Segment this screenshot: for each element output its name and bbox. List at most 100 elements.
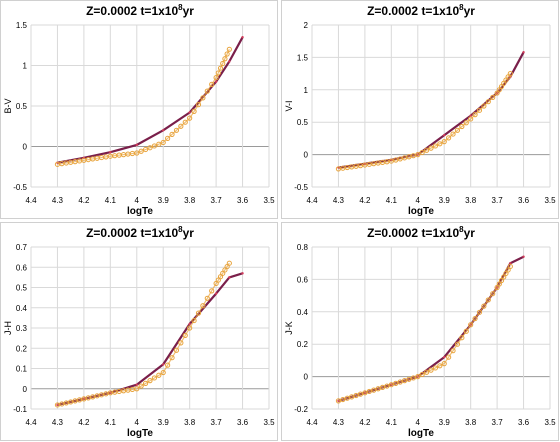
- data-point: [494, 284, 500, 291]
- data-point: [109, 150, 112, 154]
- x-tick-label: 3.7: [492, 196, 504, 205]
- x-tick-label: 3.5: [544, 196, 556, 205]
- data-point: [454, 127, 461, 133]
- data-point: [187, 115, 193, 121]
- data-point: [393, 380, 399, 386]
- data-point: [505, 267, 511, 273]
- y-tick-label: 1: [23, 62, 28, 71]
- data-point: [490, 94, 496, 100]
- x-tick-label: 4.3: [333, 418, 345, 427]
- data-point: [156, 372, 162, 378]
- data-point: [241, 35, 244, 39]
- series-line: [57, 36, 244, 164]
- data-point: [191, 108, 197, 115]
- x-tick-label: 3.9: [158, 196, 170, 205]
- x-tick-label: 3.6: [518, 196, 530, 205]
- data-point: [437, 363, 443, 369]
- chart-title-exponent: 8: [459, 225, 464, 234]
- x-axis-label: logTe: [127, 428, 153, 439]
- data-point: [182, 119, 188, 125]
- data-point: [188, 111, 191, 114]
- data-point: [173, 127, 180, 133]
- data-point: [191, 317, 197, 324]
- x-tick-label: 4.4: [25, 196, 37, 205]
- x-axis-label: logTe: [408, 206, 434, 217]
- y-tick-label: -0.1: [13, 405, 27, 414]
- x-tick-label: 4.1: [105, 196, 117, 205]
- chart-title-exponent: 8: [178, 3, 183, 12]
- data-point: [162, 129, 165, 132]
- data-point: [415, 374, 421, 380]
- data-point: [178, 340, 184, 346]
- data-point: [415, 152, 421, 158]
- data-point: [200, 303, 206, 309]
- data-point: [485, 99, 491, 105]
- data-point: [362, 390, 368, 396]
- data-point: [463, 328, 469, 334]
- x-tick-label: 4: [135, 196, 140, 205]
- data-point: [428, 145, 434, 151]
- data-point: [410, 375, 416, 381]
- data-point: [165, 362, 171, 368]
- data-point: [135, 383, 138, 386]
- data-point: [401, 378, 408, 384]
- x-tick-label: 4.2: [359, 196, 371, 205]
- y-tick-label: 0: [23, 143, 28, 152]
- series-marker-trace: [57, 262, 230, 406]
- y-tick-label: 0.6: [297, 275, 309, 284]
- y-tick-label: 2: [304, 21, 309, 30]
- data-point: [485, 297, 491, 303]
- chart-panel-vi: Z=0.0002 t=1x108yr -0.5 0 0.5 1 1.5 2 4.4 4.3 4.2…: [281, 0, 559, 219]
- series-line: [338, 255, 525, 402]
- data-point: [138, 383, 144, 389]
- chart-title-unit: yr: [183, 226, 195, 240]
- y-tick-label: 0.2: [297, 340, 309, 349]
- series-marker-trace: [57, 49, 230, 165]
- data-point: [187, 325, 193, 331]
- data-point: [217, 65, 224, 71]
- data-point: [472, 112, 478, 118]
- data-point: [423, 369, 430, 375]
- y-tick-label: 0.7: [16, 243, 28, 252]
- data-point: [169, 355, 175, 361]
- data-point: [454, 341, 461, 347]
- series-line: [57, 272, 243, 406]
- chart-panel-jh: Z=0.0002 t=1x108yr -0.1 0 0.1 0.2 0.3 0.4 0.5 0.…: [0, 222, 278, 441]
- chart-svg-bv: Z=0.0002 t=1x108yr -0.5 0 0.5 1 1.5 4.4 4.3 4.2 4…: [3, 3, 275, 217]
- data-point: [241, 272, 244, 275]
- data-point: [226, 46, 232, 52]
- data-point: [490, 291, 496, 297]
- x-tick-label: 3.8: [184, 418, 196, 427]
- data-point: [496, 281, 502, 287]
- data-point: [419, 371, 425, 378]
- data-point: [228, 276, 231, 279]
- x-tick-label: 4.2: [359, 418, 371, 427]
- data-point: [432, 143, 439, 149]
- x-tick-label: 4.1: [386, 196, 398, 205]
- data-point: [214, 80, 218, 83]
- data-point: [204, 295, 210, 301]
- y-tick-label: 1: [304, 86, 309, 95]
- data-point: [335, 398, 342, 404]
- chart-panel-bv: Z=0.0002 t=1x108yr -0.5 0 0.5 1 1.5 4.4 4.3 4.2 4…: [0, 0, 278, 219]
- x-tick-label: 4.4: [306, 196, 318, 205]
- y-tick-label: 0.4: [297, 308, 309, 317]
- data-point: [384, 383, 390, 389]
- y-tick-label: 0: [304, 373, 309, 382]
- y-axis-label: J-H: [3, 321, 13, 335]
- chart-title: Z=0.0002 t=1x108yr: [86, 225, 194, 240]
- x-tick-label: 4.2: [78, 196, 90, 205]
- data-point: [419, 149, 425, 156]
- data-point: [169, 131, 175, 137]
- y-tick-label: 1.5: [16, 21, 28, 30]
- data-point: [209, 81, 215, 88]
- x-tick-label: 4: [416, 196, 421, 205]
- data-point: [441, 139, 447, 145]
- y-tick-label: 0.5: [16, 102, 28, 111]
- data-point: [476, 107, 483, 113]
- x-tick-label: 3.7: [211, 196, 223, 205]
- x-tick-label: 3.9: [439, 196, 451, 205]
- data-point: [220, 60, 226, 67]
- chart-svg-jh: Z=0.0002 t=1x108yr -0.1 0 0.1 0.2 0.3 0.4 0.5 0.…: [3, 225, 275, 439]
- chart-title-main: Z=0.0002 t=1x10: [367, 4, 459, 18]
